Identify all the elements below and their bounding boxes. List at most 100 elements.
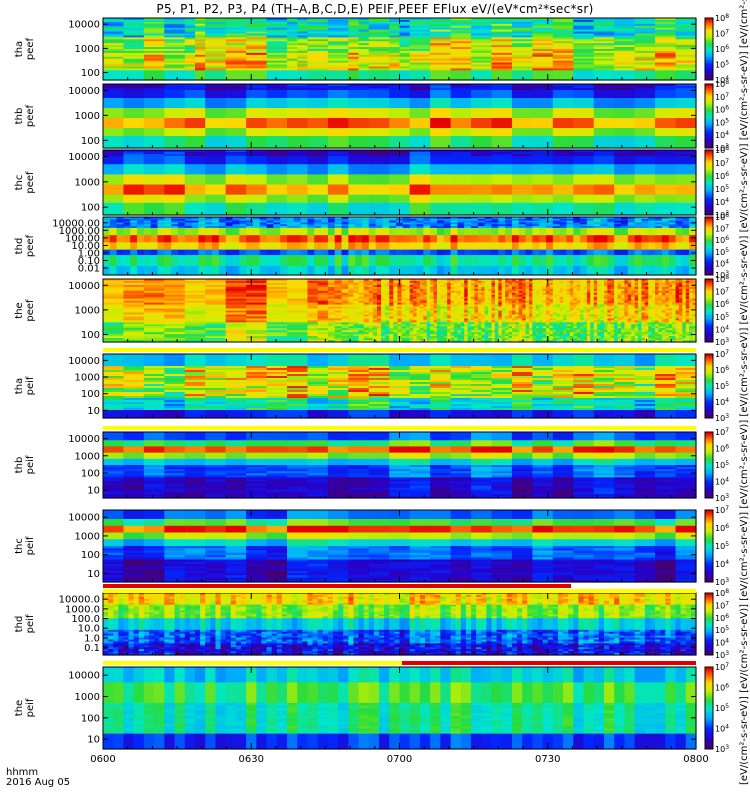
heatmap-cell [246, 41, 268, 44]
heatmap-cell [511, 192, 534, 196]
heatmap-cell [266, 70, 288, 73]
heatmap-cell [573, 96, 595, 99]
heatmap-cell [287, 152, 309, 155]
heatmap-cell [614, 130, 636, 133]
heatmap-cell [103, 172, 125, 175]
heatmap-cell [103, 242, 111, 245]
heatmap-cell [491, 49, 513, 52]
heatmap-cell [450, 18, 472, 21]
heatmap-cell [614, 92, 636, 95]
heatmap-cell [327, 120, 349, 123]
heatmap-cell [195, 68, 206, 71]
heatmap-cell [287, 90, 309, 93]
heatmap-cell [266, 52, 288, 56]
heatmap-cell [655, 25, 677, 29]
heatmap-cell [205, 92, 227, 95]
heatmap-cell [511, 23, 534, 27]
heatmap-cell [368, 118, 390, 121]
heatmap-cell [123, 260, 131, 263]
heatmap-cell [491, 180, 513, 184]
heatmap-cell [164, 136, 186, 139]
heatmap-cell [287, 204, 309, 208]
heatmap-cell [287, 142, 309, 145]
heatmap-cell [225, 108, 247, 111]
heatmap-cell [205, 86, 227, 89]
heatmap-cell [348, 96, 370, 99]
heatmap-cell [205, 124, 227, 127]
heatmap-cell [593, 152, 615, 155]
heatmap-cell [225, 58, 247, 62]
heatmap-cell [368, 188, 390, 192]
heatmap-cell [109, 240, 118, 243]
heatmap-cell [184, 66, 196, 69]
colorbar-segment [705, 18, 713, 21]
heatmap-cell [593, 49, 615, 52]
heatmap-cell [266, 138, 288, 141]
heatmap-cell [184, 104, 206, 107]
heatmap-cell [573, 160, 595, 163]
heatmap-cell [116, 251, 125, 254]
heatmap-cell [123, 60, 145, 64]
heatmap-cell [307, 52, 329, 56]
heatmap-cell [368, 86, 390, 89]
colorbar-segment [705, 167, 713, 171]
heatmap-cell [184, 56, 196, 60]
heatmap-cell [103, 144, 125, 147]
heatmap-cell [123, 251, 131, 254]
heatmap-cell [573, 180, 595, 184]
heatmap-cell [103, 273, 111, 276]
heatmap-cell [164, 180, 186, 184]
heatmap-cell [532, 21, 554, 25]
heatmap-cell [116, 262, 125, 265]
heatmap-cell [368, 190, 390, 194]
heatmap-cell [511, 37, 534, 40]
heatmap-cell [225, 162, 247, 165]
heatmap-cell [327, 178, 349, 182]
heatmap-cell [655, 47, 677, 50]
heatmap-cell [103, 118, 125, 121]
heatmap-cell [409, 142, 431, 145]
heatmap-cell [634, 52, 656, 56]
heatmap-cell [307, 39, 329, 42]
heatmap-cell [593, 162, 615, 165]
heatmap-cell [593, 196, 615, 200]
heatmap-cell [634, 106, 656, 109]
heatmap-cell [511, 138, 534, 141]
colorbar-segment [705, 93, 713, 96]
heatmap-cell [123, 33, 145, 37]
heatmap-cell [205, 112, 227, 115]
heatmap-cell [532, 54, 554, 58]
heatmap-cell [430, 41, 452, 44]
heatmap-cell [109, 249, 118, 253]
heatmap-cell [143, 236, 152, 240]
heatmap-cell [297, 31, 309, 35]
heatmap-cell [123, 41, 145, 44]
heatmap-cell [675, 130, 697, 133]
heatmap-cell [205, 18, 227, 21]
heatmap-cell [368, 72, 390, 75]
heatmap-cell [287, 68, 298, 71]
heatmap-cell [205, 21, 227, 25]
heatmap-cell [450, 154, 472, 157]
heatmap-cell [634, 150, 656, 153]
heatmap-cell [348, 210, 370, 214]
heatmap-cell [123, 146, 145, 149]
heatmap-cell [348, 60, 360, 64]
heatmap-cell [552, 84, 574, 87]
heatmap-cell [450, 134, 472, 137]
heatmap-cell [225, 94, 247, 97]
heatmap-cell [614, 68, 636, 71]
heatmap-cell [103, 86, 125, 89]
heatmap-cell [450, 158, 472, 161]
heatmap-cell [123, 202, 145, 206]
heatmap-cell [205, 132, 227, 135]
heatmap-cell [130, 220, 138, 224]
heatmap-cell [327, 72, 349, 75]
heatmap-cell [614, 102, 636, 105]
heatmap-cell [511, 33, 534, 37]
heatmap-cell [307, 198, 329, 202]
heatmap-cell [103, 98, 125, 101]
heatmap-cell [471, 158, 493, 161]
heatmap-cell [184, 110, 206, 113]
heatmap-cell [389, 128, 411, 131]
